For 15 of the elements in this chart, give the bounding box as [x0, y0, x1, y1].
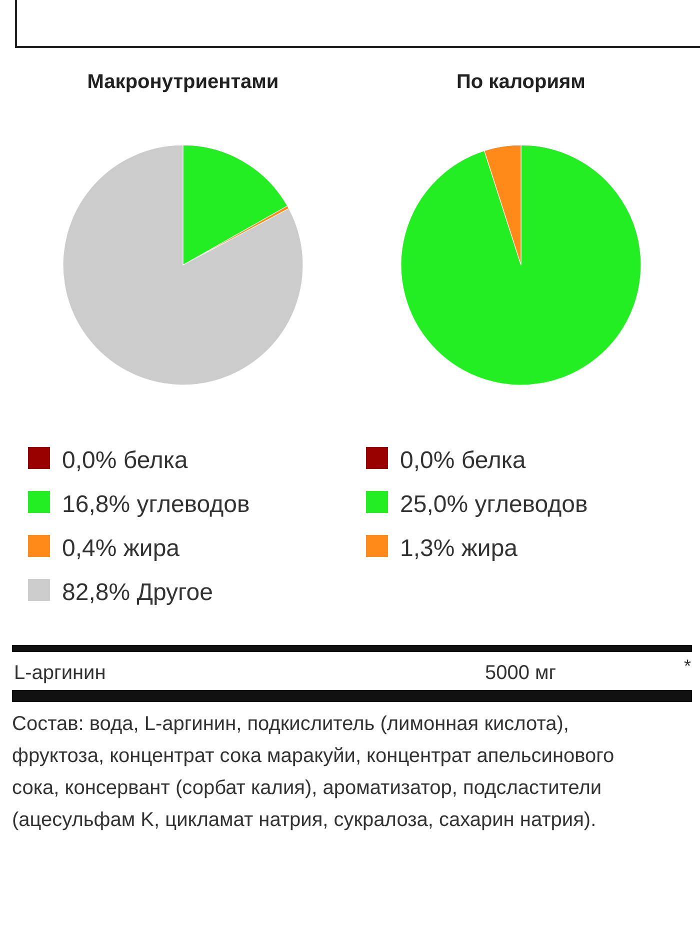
legend-label: 82,8% Другое [62, 579, 213, 606]
chart-title: Макронутриентами [87, 71, 279, 93]
text: 5000 мг [485, 662, 556, 684]
legend-label: 0,0% белка [400, 447, 526, 474]
pie-slice [400, 144, 642, 386]
text: L-аргинин [14, 662, 106, 684]
legend-label: 16,8% углеводов [62, 491, 250, 518]
pie-slice [62, 144, 304, 386]
text: Состав: вода, L-аргинин, подкислитель (лимонная кислота), фруктоза, концентрат сока маракуйи, концентрат апельсинового сока, консервант (сорбат калия), ароматизатор, подсластители (ацесульфам K, цикламат натрия, сукралоза, сахарин натрия). [12, 712, 616, 833]
legend-label: 25,0% углеводов [400, 491, 588, 518]
legend-label: 1,3% жира [400, 535, 518, 562]
chart-title: По калориям [456, 71, 586, 93]
legend-label: 0,0% белка [62, 447, 188, 474]
text: * [684, 656, 692, 676]
legend-label: 0,4% жира [62, 535, 180, 562]
